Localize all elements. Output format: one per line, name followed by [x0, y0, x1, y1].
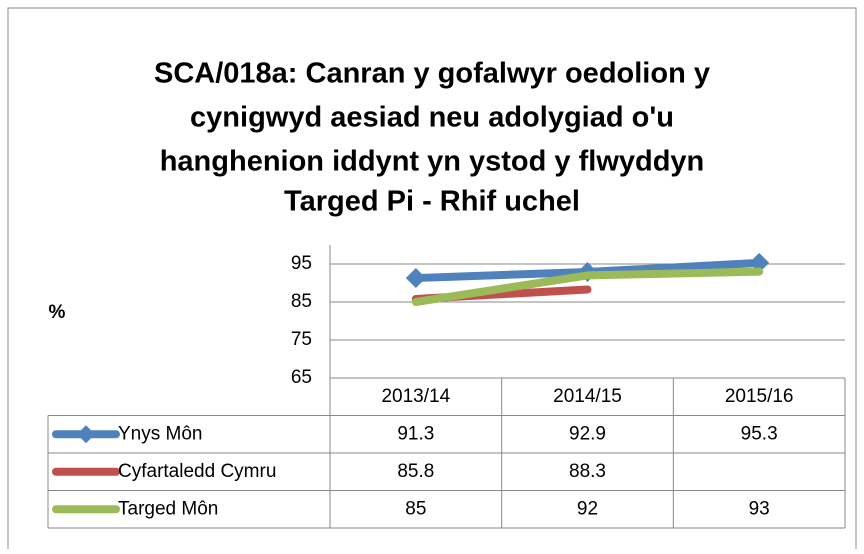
chart-title: SCA/018a: Canran y gofalwyr oedolion y — [154, 58, 710, 90]
legend-marker — [77, 425, 95, 444]
table-value: 93 — [749, 498, 770, 519]
chart-title: hanghenion iddynt yn ystod y flwyddyn — [160, 146, 705, 178]
table-value: 95.3 — [741, 423, 778, 444]
chart-title: cynigwyd aesiad neu adolygiad o'u — [190, 102, 674, 134]
y-axis-label: % — [49, 302, 66, 323]
table-value: 88.3 — [569, 461, 606, 482]
x-tick-label: 2015/16 — [725, 386, 794, 407]
y-tick-label: 95 — [291, 253, 312, 274]
table-value: 91.3 — [397, 423, 434, 444]
legend-label: Targed Môn — [118, 498, 218, 519]
chart-subtitle: Targed Pi - Rhif uchel — [284, 186, 580, 218]
point-marker — [405, 268, 426, 289]
y-tick-label: 85 — [291, 291, 312, 312]
series-line — [411, 267, 764, 306]
x-tick-label: 2014/15 — [553, 386, 622, 407]
table-value: 85.8 — [397, 461, 434, 482]
legend-label: Ynys Môn — [118, 423, 202, 444]
x-tick-label: 2013/14 — [381, 386, 450, 407]
legend-label: Cyfartaledd Cymru — [118, 461, 276, 482]
table-value: 92.9 — [569, 423, 606, 444]
table-value: 85 — [405, 498, 426, 519]
table-value: 92 — [577, 498, 598, 519]
y-tick-label: 75 — [291, 329, 312, 350]
y-tick-label: 65 — [291, 367, 312, 388]
